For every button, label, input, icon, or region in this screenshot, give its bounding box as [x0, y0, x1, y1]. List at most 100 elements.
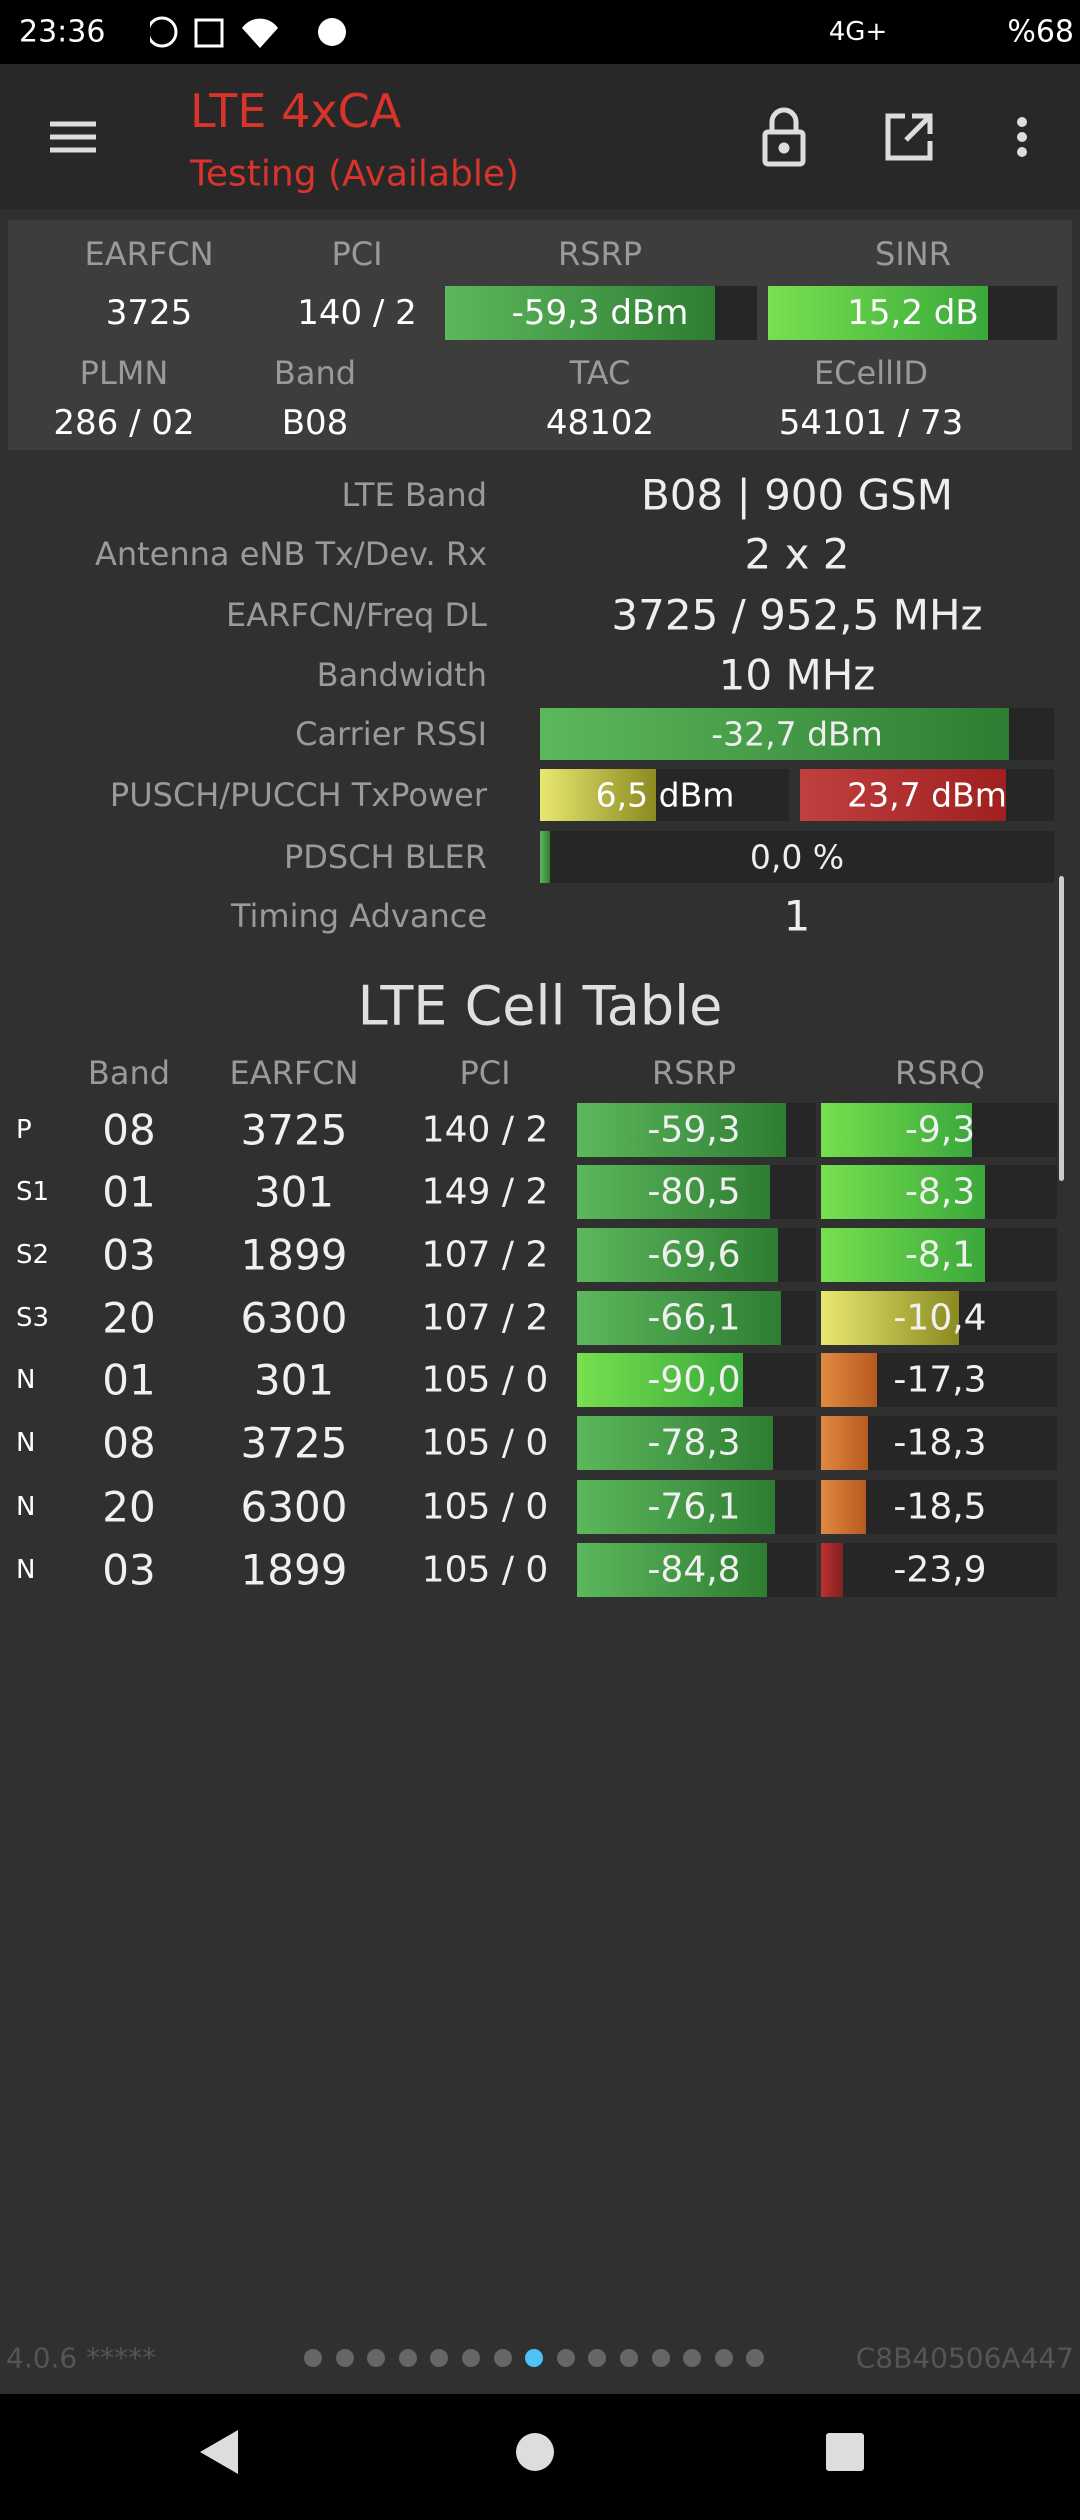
detail-value: -32,7 dBm — [711, 714, 883, 754]
detail-value: B08 | 900 GSM — [640, 470, 954, 520]
summary-header: EARFCN — [84, 235, 214, 273]
row-type: N — [16, 1555, 36, 1585]
summary-header: SINR — [875, 235, 951, 273]
summary-value: 15,2 dB — [847, 293, 979, 333]
summary-value: 3725 — [105, 293, 193, 333]
table-cell: 3725 — [240, 1418, 348, 1468]
table-cell: -90,0 — [647, 1359, 741, 1401]
table-cell: 20 — [102, 1293, 156, 1343]
table-header: RSRP — [651, 1054, 737, 1092]
table-cell: 03 — [102, 1545, 156, 1595]
bar-fill — [821, 1416, 868, 1470]
bar-fill — [577, 1165, 770, 1219]
page-dot[interactable] — [525, 2349, 544, 2367]
page-dot[interactable] — [746, 2349, 765, 2367]
table-cell: 08 — [102, 1105, 156, 1155]
detail-value: 6,5 dBm — [595, 775, 735, 815]
detail-value: 2 x 2 — [744, 529, 850, 579]
table-cell: 107 / 2 — [421, 1234, 549, 1276]
bar-track — [821, 1103, 1057, 1157]
page-dot[interactable] — [367, 2349, 386, 2367]
detail-label: Antenna eNB Tx/Dev. Rx — [94, 535, 487, 573]
detail-label: PUSCH/PUCCH TxPower — [109, 776, 487, 814]
page-dot[interactable] — [462, 2349, 480, 2367]
table-cell: -80,5 — [647, 1171, 741, 1213]
table-cell: 01 — [102, 1355, 156, 1405]
detail-label: PDSCH BLER — [283, 838, 487, 876]
page-dot[interactable] — [714, 2349, 733, 2367]
status-icons — [150, 16, 346, 48]
table-cell: 105 / 0 — [421, 1359, 549, 1401]
bar-fill — [577, 1543, 767, 1597]
table-cell: -17,3 — [893, 1359, 987, 1401]
bar-fill — [445, 286, 715, 340]
bar-fill — [577, 1103, 786, 1157]
row-type: S1 — [16, 1177, 50, 1207]
detail-label: Timing Advance — [230, 897, 487, 935]
detail-label: EARFCN/Freq DL — [226, 596, 487, 634]
table-header: Band — [87, 1054, 171, 1092]
table-cell: -23,9 — [893, 1549, 987, 1591]
bar-track — [445, 286, 757, 340]
open-button[interactable] — [885, 113, 933, 161]
table-header: PCI — [459, 1054, 511, 1092]
table-cell: 301 — [253, 1355, 335, 1405]
bar-track — [800, 769, 1054, 821]
row-type: S3 — [16, 1303, 50, 1333]
table-cell: 6300 — [240, 1293, 348, 1343]
lock-button[interactable] — [762, 107, 806, 167]
more-button[interactable] — [1017, 117, 1027, 157]
table-cell: -10,4 — [893, 1297, 987, 1339]
back-button[interactable] — [200, 2430, 238, 2474]
page-dot[interactable] — [556, 2349, 575, 2367]
status-battery: %68 — [1007, 14, 1074, 50]
page-dot[interactable] — [430, 2349, 449, 2367]
recents-button[interactable] — [826, 2433, 864, 2471]
table-cell: -8,1 — [904, 1234, 976, 1276]
bar-fill — [821, 1165, 985, 1219]
page-dot[interactable] — [304, 2349, 322, 2367]
table-cell: -18,3 — [893, 1422, 987, 1464]
page-dot[interactable] — [398, 2349, 417, 2367]
table-cell: 20 — [102, 1482, 156, 1532]
bar-fill — [800, 769, 1006, 821]
summary-header: ECellID — [813, 354, 929, 392]
bar-track — [577, 1416, 816, 1470]
app-bar-icons — [50, 107, 1027, 167]
page-dot[interactable] — [620, 2349, 638, 2367]
bar-fill — [540, 769, 656, 821]
bar-fill — [768, 286, 988, 340]
summary-value: -59,3 dBm — [511, 293, 689, 333]
table-cell: -78,3 — [647, 1422, 741, 1464]
table-cell: -8,3 — [904, 1171, 976, 1213]
detail-value: 10 MHz — [718, 650, 876, 700]
page-dot[interactable] — [683, 2349, 702, 2367]
page-dot[interactable] — [335, 2349, 354, 2367]
bar-fill — [821, 1103, 972, 1157]
table-cell: -84,8 — [647, 1549, 741, 1591]
page-dot[interactable] — [493, 2349, 512, 2367]
bar-fill — [821, 1353, 877, 1407]
page-dot[interactable] — [651, 2349, 670, 2367]
table-cell: 01 — [102, 1167, 156, 1217]
row-type: N — [16, 1365, 36, 1395]
summary-header: PLMN — [79, 354, 169, 392]
table-cell: -9,3 — [904, 1109, 976, 1151]
table-cell: 105 / 0 — [421, 1422, 549, 1464]
bar-track — [821, 1228, 1057, 1282]
detail-label: Carrier RSSI — [295, 715, 487, 753]
detail-value: 1 — [783, 891, 811, 941]
home-button[interactable] — [516, 2433, 554, 2471]
bar-fill — [540, 831, 550, 883]
page-dot[interactable] — [588, 2349, 607, 2367]
table-cell: -59,3 — [647, 1109, 741, 1151]
row-type: N — [16, 1428, 36, 1458]
detail-label: LTE Band — [341, 476, 487, 514]
app-bar — [0, 64, 1080, 209]
menu-button[interactable] — [50, 121, 96, 153]
bar-fill — [821, 1291, 959, 1345]
row-type: N — [16, 1492, 36, 1522]
table-cell: 105 / 0 — [421, 1549, 549, 1591]
bar-track — [821, 1291, 1057, 1345]
